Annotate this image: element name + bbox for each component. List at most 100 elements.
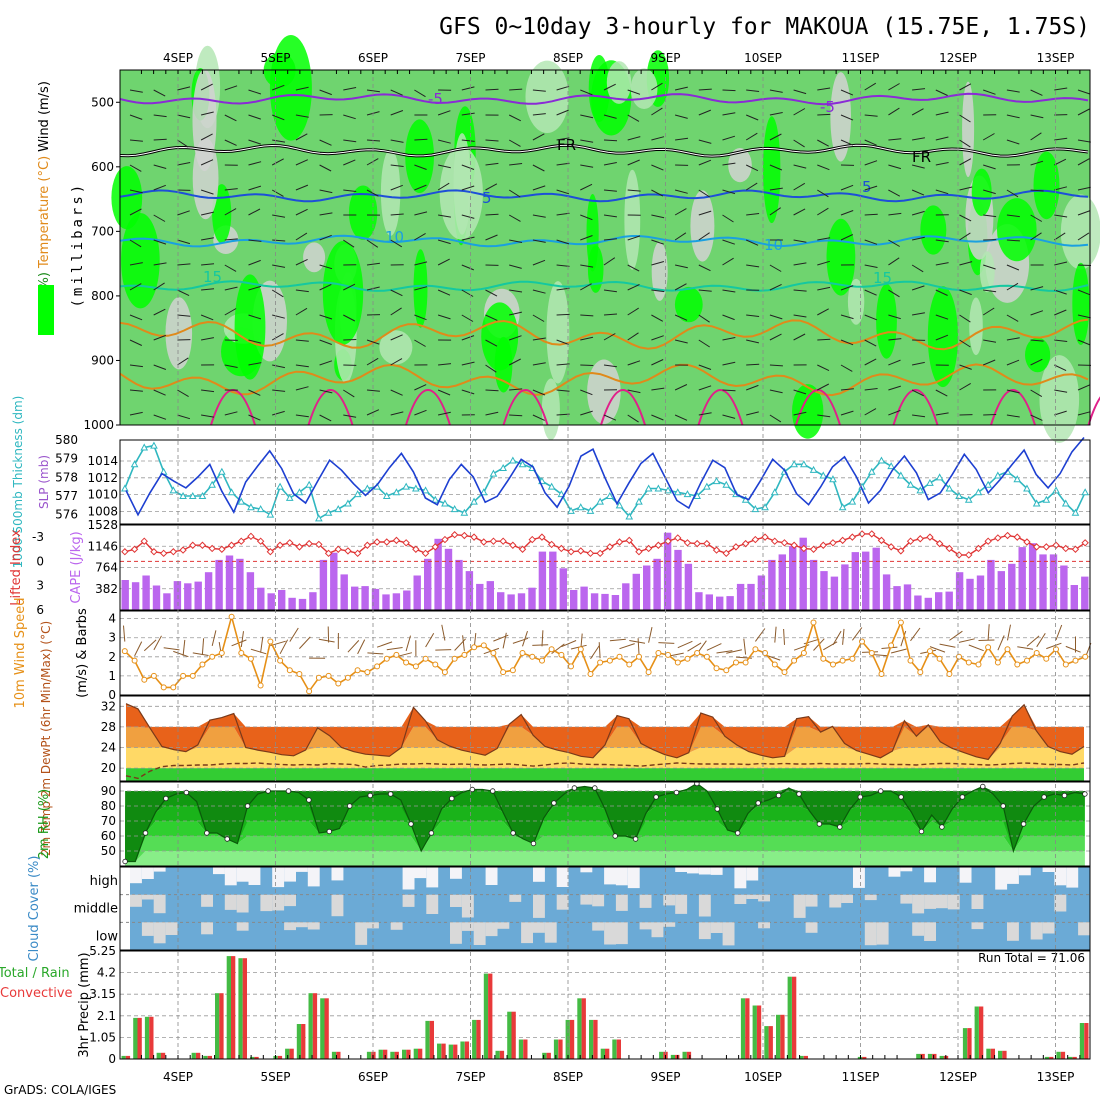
- thickness-point: [1081, 488, 1089, 496]
- wind-barb: [580, 114, 594, 119]
- wind-barb: [437, 182, 450, 191]
- wind-barb: [343, 414, 357, 418]
- wind-barb: [793, 239, 807, 243]
- thickness-point: [926, 478, 934, 486]
- precip-total-bar: [191, 1052, 196, 1059]
- wind-barb-10m: [637, 638, 640, 655]
- cloud-gap: [224, 867, 237, 886]
- li-point: [693, 539, 701, 548]
- li-point: [625, 536, 633, 545]
- precip-ylabel-total: Total / Rain: [0, 966, 70, 981]
- wind-barb: [248, 414, 261, 421]
- li-point: [780, 539, 789, 547]
- wind-barb: [746, 314, 760, 317]
- wind10m-point: [480, 642, 487, 649]
- precip-conv-bar: [196, 1052, 201, 1059]
- cloud-gap: [580, 867, 593, 873]
- wind-barb: [769, 333, 782, 341]
- precip-total-bar: [518, 1039, 524, 1059]
- wind-barb: [912, 414, 926, 418]
- li-point: [800, 544, 808, 553]
- wind-barb-10m: [590, 645, 600, 660]
- cloud-gap: [485, 867, 498, 885]
- wind-barb: [461, 289, 474, 297]
- precip-conv-bar: [558, 1039, 563, 1059]
- precip-total-bar: [425, 1020, 430, 1059]
- rh2m-point: [653, 794, 659, 800]
- thickness-point: [392, 488, 401, 496]
- wind10m-point: [199, 661, 206, 668]
- wind-barb: [485, 139, 499, 142]
- wind-barb: [438, 363, 452, 366]
- wind-barb-10m: [376, 641, 393, 648]
- wind-barb: [129, 239, 142, 248]
- rh2m-point: [755, 800, 761, 806]
- wind-barb: [864, 139, 877, 146]
- wind-barb: [248, 114, 261, 120]
- cape-bar: [914, 595, 922, 610]
- wind-barb: [1077, 186, 1091, 191]
- wind-barb: [603, 238, 617, 241]
- ytick-label-right: 1010: [87, 488, 118, 502]
- thickness-point: [974, 488, 983, 496]
- wind-barb: [911, 108, 924, 116]
- wind-barb-10m: [726, 649, 743, 654]
- precip-conv-bar: [932, 1053, 937, 1059]
- thickness-point: [664, 486, 672, 494]
- wind-barb: [959, 339, 971, 348]
- wind-barb: [201, 389, 215, 393]
- wind-barb: [508, 189, 521, 198]
- contour-label: 5: [862, 178, 872, 196]
- precip-total-bar: [1079, 1023, 1085, 1059]
- wind-barb: [769, 414, 782, 423]
- li-point: [615, 538, 624, 546]
- wind-barb: [983, 289, 997, 293]
- wind-barb-10m: [687, 642, 702, 652]
- thickness-point: [703, 482, 711, 490]
- wind-barb: [343, 189, 357, 192]
- wind-barb: [390, 334, 403, 341]
- ytick-label-left: -3: [32, 530, 44, 544]
- wind-barb: [556, 363, 570, 366]
- xtick-label-top: 11SEP: [842, 51, 880, 65]
- cloud-gap: [663, 894, 676, 906]
- wind-barb: [864, 408, 877, 416]
- precip-conv-bar: [149, 1016, 154, 1059]
- precip-conv-bar: [441, 1043, 446, 1059]
- wind-barb: [840, 89, 854, 96]
- wind-barb: [580, 214, 593, 221]
- ytick-label: 700: [91, 224, 114, 238]
- cape-bar: [424, 558, 432, 610]
- cape-bar: [945, 591, 953, 610]
- li-point: [227, 541, 236, 549]
- li-point: [1081, 539, 1089, 547]
- wind-barb: [722, 361, 736, 366]
- upper-ylabel-part: Temperature (°C): [37, 156, 52, 269]
- li-point: [887, 543, 895, 551]
- precip-conv-bar: [207, 1055, 212, 1059]
- wind-barb: [153, 389, 166, 396]
- wind-barb: [651, 387, 665, 391]
- wind-barb-10m: [462, 635, 465, 652]
- wind-barb: [1006, 189, 1019, 198]
- wind-barb: [888, 164, 902, 170]
- cloud-gap: [295, 922, 308, 928]
- rh2m-point: [387, 791, 394, 797]
- rh2m-point: [1000, 803, 1006, 809]
- cape-bar: [882, 574, 891, 610]
- wind10m-point: [403, 659, 410, 666]
- precip-total-bar: [320, 998, 325, 1059]
- wind-barb: [627, 414, 639, 423]
- rh2m-point: [816, 821, 823, 827]
- li-point: [1052, 541, 1060, 549]
- cloud-gap: [959, 867, 972, 883]
- rh-patch: [962, 81, 975, 177]
- wind-barb: [1006, 282, 1019, 291]
- rh-band: [125, 806, 1085, 862]
- wind-barb: [1054, 137, 1068, 141]
- li-point: [819, 541, 827, 549]
- cloud-gap: [497, 922, 510, 929]
- wind-barb: [1077, 158, 1090, 166]
- wind10m-point: [500, 669, 507, 676]
- cape-bar: [663, 532, 672, 610]
